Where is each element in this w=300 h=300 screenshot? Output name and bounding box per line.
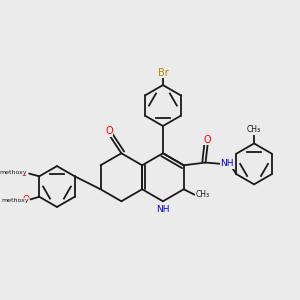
Text: methoxy: methoxy	[2, 198, 29, 203]
Text: O: O	[21, 169, 28, 178]
Text: O: O	[204, 135, 212, 145]
Text: CH₃: CH₃	[247, 125, 261, 134]
Text: O: O	[105, 127, 113, 136]
Text: CH₃: CH₃	[196, 190, 210, 199]
Text: Br: Br	[158, 68, 168, 78]
Text: O: O	[23, 195, 30, 204]
Text: methoxy: methoxy	[0, 170, 27, 175]
Text: NH: NH	[156, 205, 170, 214]
Text: NH: NH	[220, 159, 233, 168]
